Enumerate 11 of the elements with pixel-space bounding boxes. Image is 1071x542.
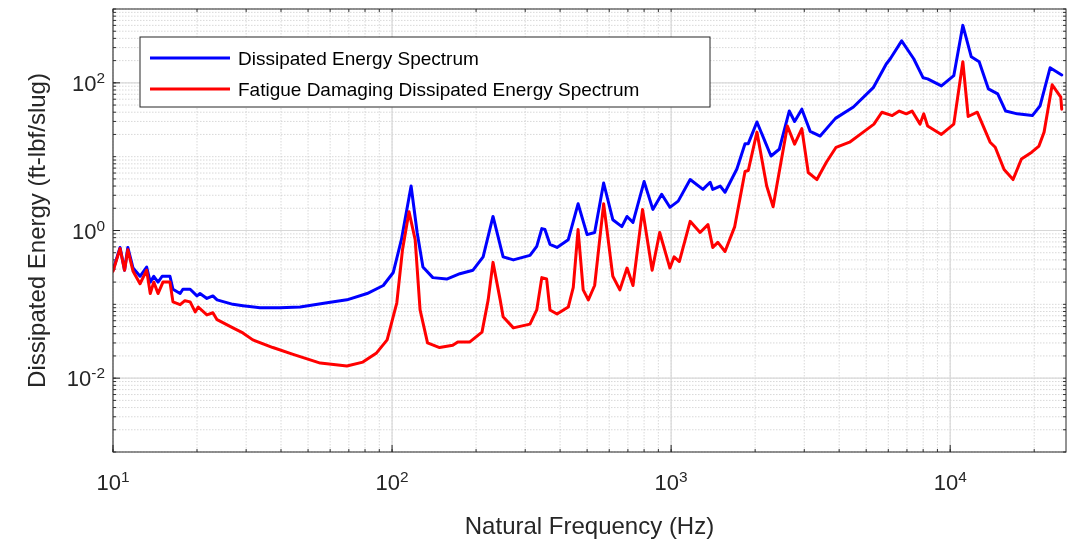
x-tick-label: 10$^{4}$ (933, 467, 968, 495)
y-tick-label: 10$^{2}$ (71, 68, 105, 96)
y-tick-label: 10$^{-2}$ (66, 363, 105, 392)
legend-label: Dissipated Energy Spectrum (238, 48, 479, 69)
y-axis-title: Dissipated Energy (ft-lbf/slug) (23, 73, 50, 388)
x-axis-title: Natural Frequency (Hz) (464, 512, 715, 539)
legend-label: Fatigue Damaging Dissipated Energy Spectrum (238, 79, 640, 100)
x-tick-label: 10$^{1}$ (96, 467, 130, 495)
y-tick-label: 10$^{0}$ (71, 216, 105, 244)
x-tick-label: 10$^{3}$ (654, 467, 688, 495)
x-tick-label: 10$^{2}$ (375, 467, 409, 495)
